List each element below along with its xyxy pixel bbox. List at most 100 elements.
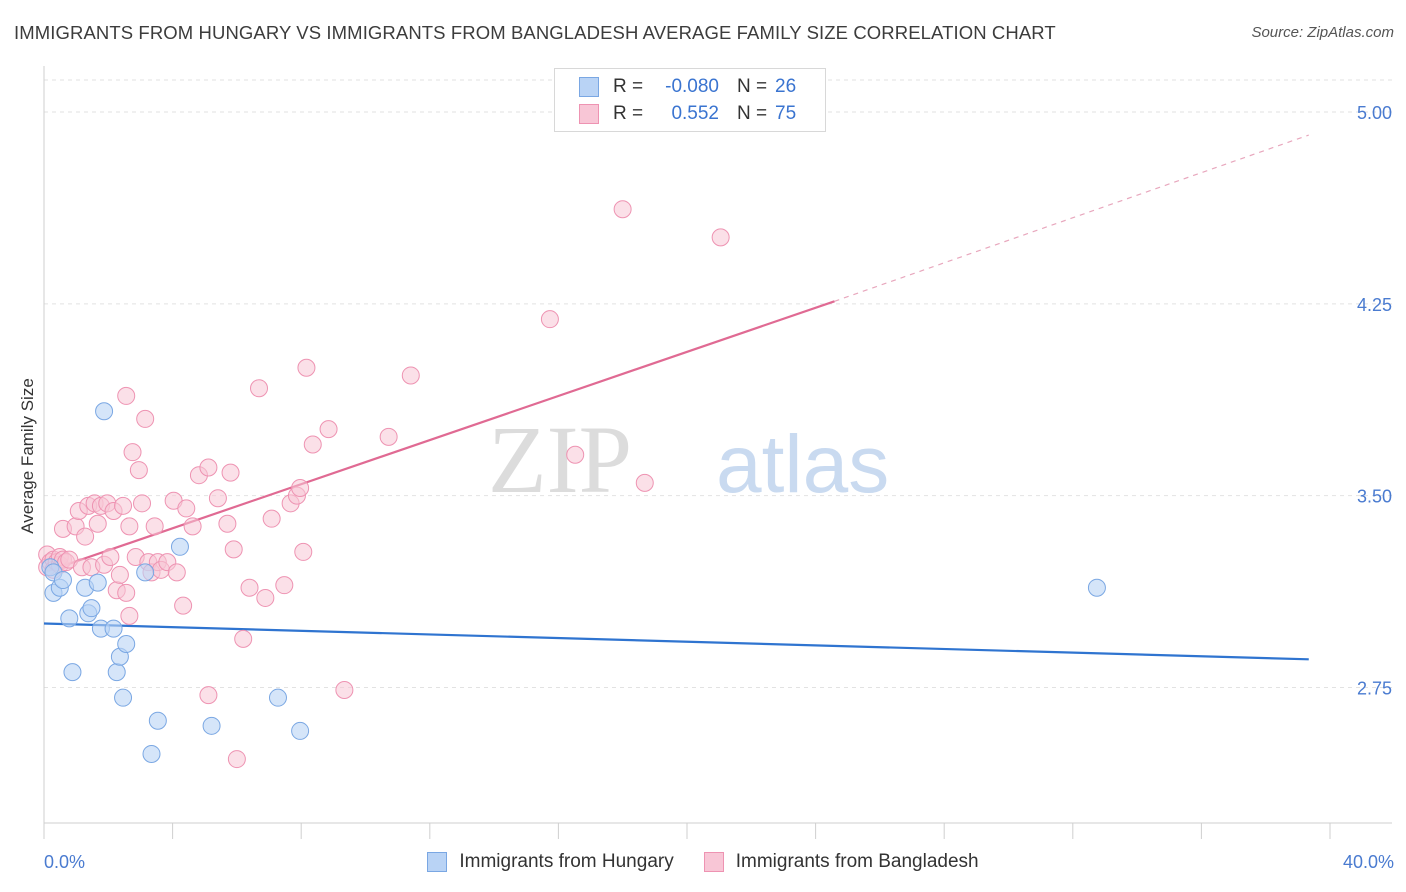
bangladesh-point	[145, 517, 164, 536]
bangladesh-point	[167, 563, 186, 582]
source-label: Source: ZipAtlas.com	[1251, 24, 1394, 41]
r-label: R =	[613, 103, 644, 124]
bangladesh-point	[199, 686, 218, 705]
legend-item-bangladesh: Immigrants from Bangladesh	[703, 851, 979, 873]
bangladesh-legend-swatch	[703, 852, 724, 872]
hungary-point	[136, 563, 155, 582]
y-tick-label: 2.75	[1357, 678, 1392, 698]
bangladesh-point	[275, 576, 294, 595]
bangladesh-point	[297, 358, 316, 377]
y-tick-labels: 2.75 3.50 4.25 5.00	[1357, 103, 1392, 698]
bangladesh-point	[379, 427, 398, 446]
bangladesh-point	[208, 489, 227, 508]
bangladesh-point	[227, 750, 246, 769]
hungary-point	[268, 688, 287, 707]
legend-row-bangladesh: R = 0.552 N = 75	[579, 100, 796, 128]
bangladesh-point	[123, 443, 142, 462]
hungary-point	[95, 402, 114, 421]
hungary-trend-line	[43, 622, 1309, 661]
trend-lines	[43, 134, 1309, 661]
bangladesh-point	[221, 463, 240, 482]
chart-title: IMMIGRANTS FROM HUNGARY VS IMMIGRANTS FR…	[14, 22, 1056, 43]
bangladesh-point	[319, 420, 338, 439]
bangladesh-point	[183, 517, 202, 536]
hungary-legend-label: Immigrants from Hungary	[459, 851, 674, 872]
bangladesh-point	[76, 527, 95, 546]
bangladesh-point	[566, 445, 585, 464]
bangladesh-trend-line	[43, 300, 835, 574]
watermark: ZIP atlas	[488, 406, 889, 513]
hungary-point	[53, 571, 72, 590]
bangladesh-point	[335, 681, 354, 700]
n-value: 75	[775, 103, 797, 124]
hungary-point	[60, 609, 79, 628]
bangladesh-point	[294, 542, 313, 561]
hungary-point	[107, 663, 126, 682]
n-value: 26	[775, 76, 797, 97]
bangladesh-legend-label: Immigrants from Bangladesh	[735, 851, 979, 872]
bangladesh-point	[224, 540, 243, 559]
bangladesh-point	[117, 386, 136, 405]
bangladesh-point	[303, 435, 322, 454]
grid-lines	[44, 79, 1392, 688]
bangladesh-point	[540, 310, 559, 329]
hungary-point	[170, 537, 189, 556]
hungary-point	[202, 716, 221, 735]
hungary-point	[63, 663, 82, 682]
bangladesh-point	[133, 494, 152, 513]
bangladesh-point	[110, 565, 129, 584]
r-label: R =	[613, 76, 644, 97]
hungary-point	[291, 721, 310, 740]
hungary-point	[142, 744, 161, 763]
legend-row-hungary: R = -0.080 N = 26	[579, 73, 796, 101]
bangladesh-point	[129, 461, 148, 480]
bangladesh-point	[174, 596, 193, 615]
bangladesh-point	[88, 514, 107, 533]
bangladesh-point	[177, 499, 196, 518]
series-legend: Immigrants from Hungary Immigrants from …	[0, 851, 1406, 873]
bangladesh-point	[250, 379, 269, 398]
hungary-point	[104, 619, 123, 638]
hungary-point	[114, 688, 133, 707]
hungary-point	[88, 573, 107, 592]
bangladesh-point	[120, 606, 139, 625]
x-min-label: 0.0%	[44, 852, 86, 872]
bangladesh-point	[114, 496, 133, 515]
y-tick-label: 3.50	[1357, 487, 1392, 507]
hungary-legend-swatch	[427, 852, 448, 872]
n-label: N =	[737, 76, 768, 97]
hungary-point	[82, 599, 101, 618]
y-tick-label: 4.25	[1357, 295, 1392, 315]
bangladesh-point	[711, 228, 730, 247]
watermark-zip: ZIP	[488, 406, 632, 513]
hungary-point	[1087, 578, 1106, 597]
bangladesh-point	[101, 548, 120, 567]
watermark-atlas: atlas	[716, 419, 889, 510]
x-max-label: 40.0%	[1342, 852, 1394, 872]
bangladesh-point	[234, 629, 253, 648]
bangladesh-point	[635, 473, 654, 492]
r-value: -0.080	[665, 76, 719, 97]
hungary-point	[117, 634, 136, 653]
bangladesh-swatch	[579, 104, 599, 124]
bangladesh-point	[117, 583, 136, 602]
bangladesh-point	[136, 409, 155, 428]
bangladesh-point	[256, 588, 275, 607]
hungary-swatch	[579, 77, 599, 97]
hungary-point	[148, 711, 167, 730]
bangladesh-point	[199, 458, 218, 477]
y-tick-label: 5.00	[1357, 103, 1392, 123]
bangladesh-point	[262, 509, 281, 528]
r-value: 0.552	[671, 103, 719, 124]
bangladesh-point	[218, 514, 237, 533]
data-points	[38, 200, 1106, 769]
bangladesh-point	[401, 366, 420, 385]
bangladesh-trend-extension	[834, 134, 1309, 302]
bangladesh-point	[240, 578, 259, 597]
bangladesh-point	[291, 478, 310, 497]
y-axis-label: Average Family Size	[18, 378, 37, 534]
bangladesh-point	[120, 517, 139, 536]
stats-legend: R = -0.080 N = 26 R = 0.552 N = 75	[554, 68, 826, 132]
legend-item-hungary: Immigrants from Hungary	[427, 851, 674, 873]
